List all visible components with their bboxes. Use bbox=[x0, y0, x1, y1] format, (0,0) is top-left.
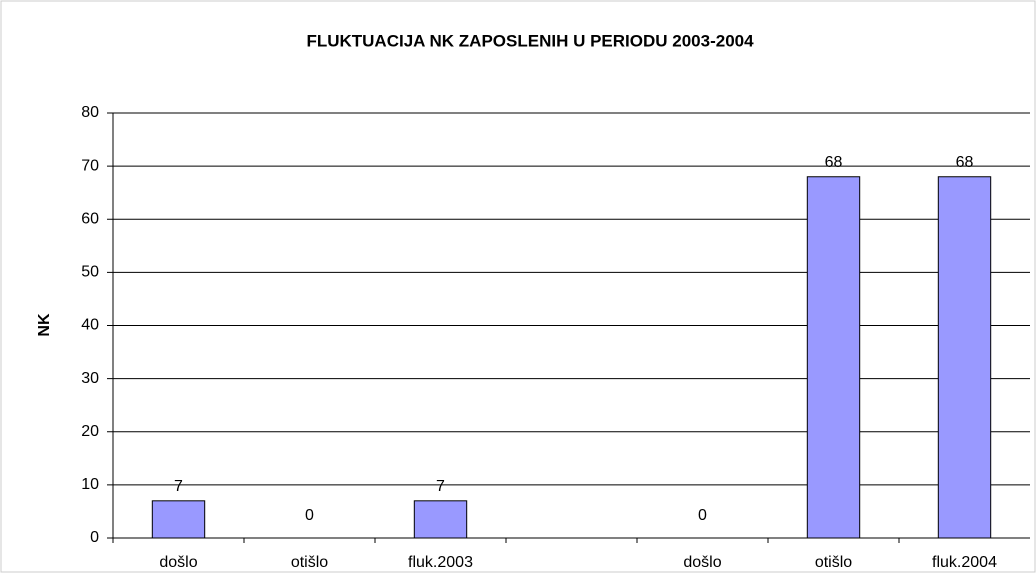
bar bbox=[151, 500, 206, 539]
x-tick-label: došlo bbox=[159, 554, 197, 571]
y-tick-label: 70 bbox=[81, 157, 99, 174]
data-label: 68 bbox=[825, 154, 843, 171]
data-label: 7 bbox=[174, 478, 183, 495]
bar bbox=[937, 176, 992, 539]
y-tick-label: 40 bbox=[81, 317, 99, 334]
y-tick-label: 50 bbox=[81, 264, 99, 281]
x-tick-label: otišlo bbox=[291, 554, 328, 571]
y-tick-label: 80 bbox=[81, 104, 99, 121]
bar bbox=[806, 176, 861, 539]
data-label: 0 bbox=[305, 507, 314, 524]
data-label: 7 bbox=[436, 478, 445, 495]
bar bbox=[413, 500, 468, 539]
y-tick-label: 30 bbox=[81, 370, 99, 387]
chart-title: FLUKTUACIJA NK ZAPOSLENIH U PERIODU 2003… bbox=[306, 31, 754, 50]
data-label: 68 bbox=[956, 154, 974, 171]
y-tick-label: 60 bbox=[81, 210, 99, 227]
y-tick-label: 20 bbox=[81, 423, 99, 440]
y-tick-label: 10 bbox=[81, 476, 99, 493]
x-tick-label: otišlo bbox=[815, 554, 852, 571]
x-tick-label: fluk.2004 bbox=[932, 554, 997, 571]
x-tick-label: došlo bbox=[683, 554, 721, 571]
y-axis-label: NK bbox=[36, 313, 53, 337]
data-label: 0 bbox=[698, 507, 707, 524]
x-tick-label: fluk.2003 bbox=[408, 554, 473, 571]
y-tick-label: 0 bbox=[90, 529, 99, 546]
